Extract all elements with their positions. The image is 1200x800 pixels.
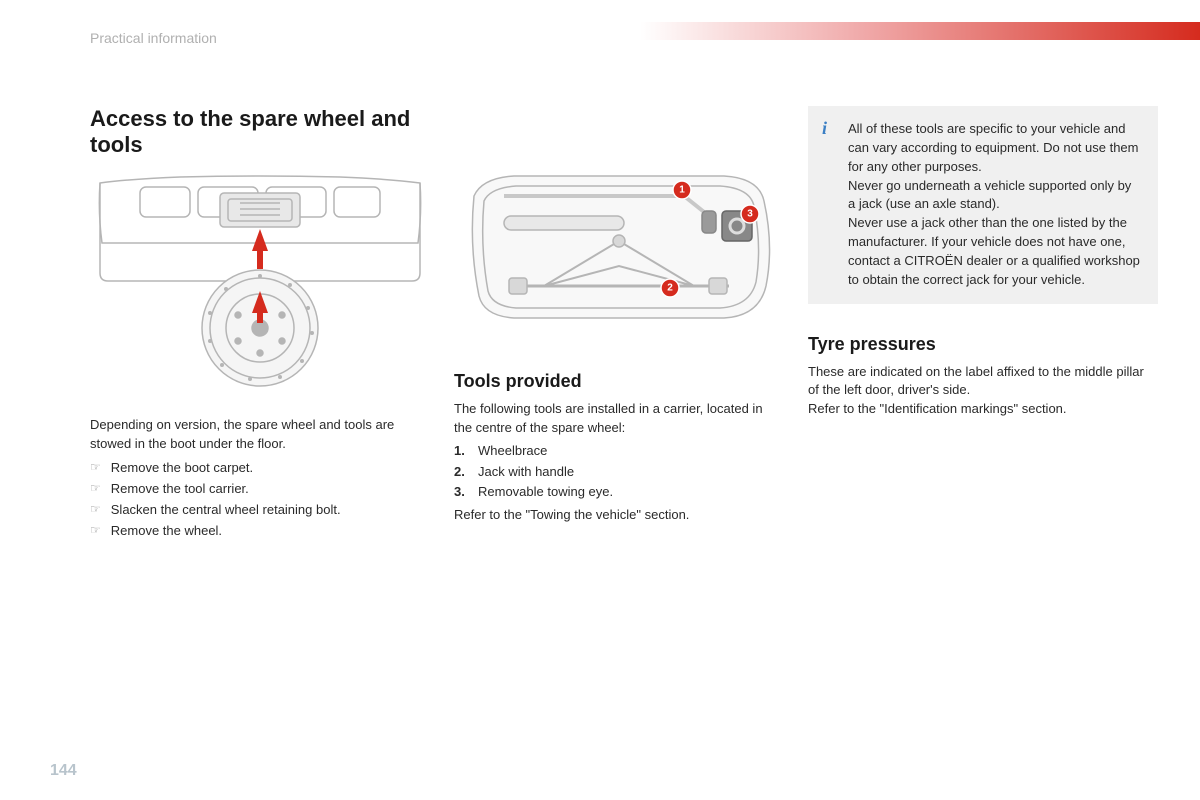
tyre-para-1: These are indicated on the label affixed…: [808, 363, 1158, 401]
intro-tools: The following tools are installed in a c…: [454, 400, 784, 438]
page-number: 144: [50, 762, 77, 780]
content-columns: Access to the spare wheel and tools: [90, 106, 1150, 543]
tool-num-2: 2.: [454, 463, 470, 482]
outro-tools: Refer to the "Towing the vehicle" sectio…: [454, 506, 784, 525]
column-info: i All of these tools are specific to you…: [808, 106, 1158, 543]
info-para-2: Never go underneath a vehicle supported …: [848, 177, 1142, 215]
heading-tools: Tools provided: [454, 371, 784, 392]
heading-access: Access to the spare wheel and tools: [90, 106, 430, 159]
info-para-1: All of these tools are specific to your …: [848, 120, 1142, 177]
tool-label-2: Jack with handle: [478, 463, 574, 482]
column-access: Access to the spare wheel and tools: [90, 106, 430, 543]
steps-list: Remove the boot carpet. Remove the tool …: [90, 459, 430, 540]
step-3: Slacken the central wheel retaining bolt…: [111, 501, 341, 520]
tyre-para-2: Refer to the "Identification markings" s…: [808, 400, 1158, 419]
intro-access: Depending on version, the spare wheel an…: [90, 416, 430, 454]
illustration-tools: 1 2 3: [454, 156, 784, 336]
svg-text:2: 2: [667, 283, 673, 294]
svg-text:3: 3: [747, 209, 753, 220]
column-tools: 1 2 3 Tools provided The following tools…: [454, 106, 784, 543]
header-gradient-bar: [640, 22, 1200, 40]
step-4: Remove the wheel.: [111, 522, 222, 541]
info-icon: i: [822, 118, 827, 139]
tool-label-1: Wheelbrace: [478, 442, 547, 461]
step-2: Remove the tool carrier.: [111, 480, 249, 499]
tools-list: 1. Wheelbrace 2. Jack with handle 3. Remova…: [454, 442, 784, 503]
step-1: Remove the boot carpet.: [111, 459, 253, 478]
svg-text:1: 1: [679, 185, 685, 196]
info-box: i All of these tools are specific to you…: [808, 106, 1158, 304]
tool-num-3: 3.: [454, 483, 470, 502]
heading-tyre: Tyre pressures: [808, 334, 1158, 355]
illustration-spare-wheel: [90, 173, 430, 393]
tool-label-3: Removable towing eye.: [478, 483, 613, 502]
info-para-3: Never use a jack other than the one list…: [848, 214, 1142, 289]
tool-num-1: 1.: [454, 442, 470, 461]
